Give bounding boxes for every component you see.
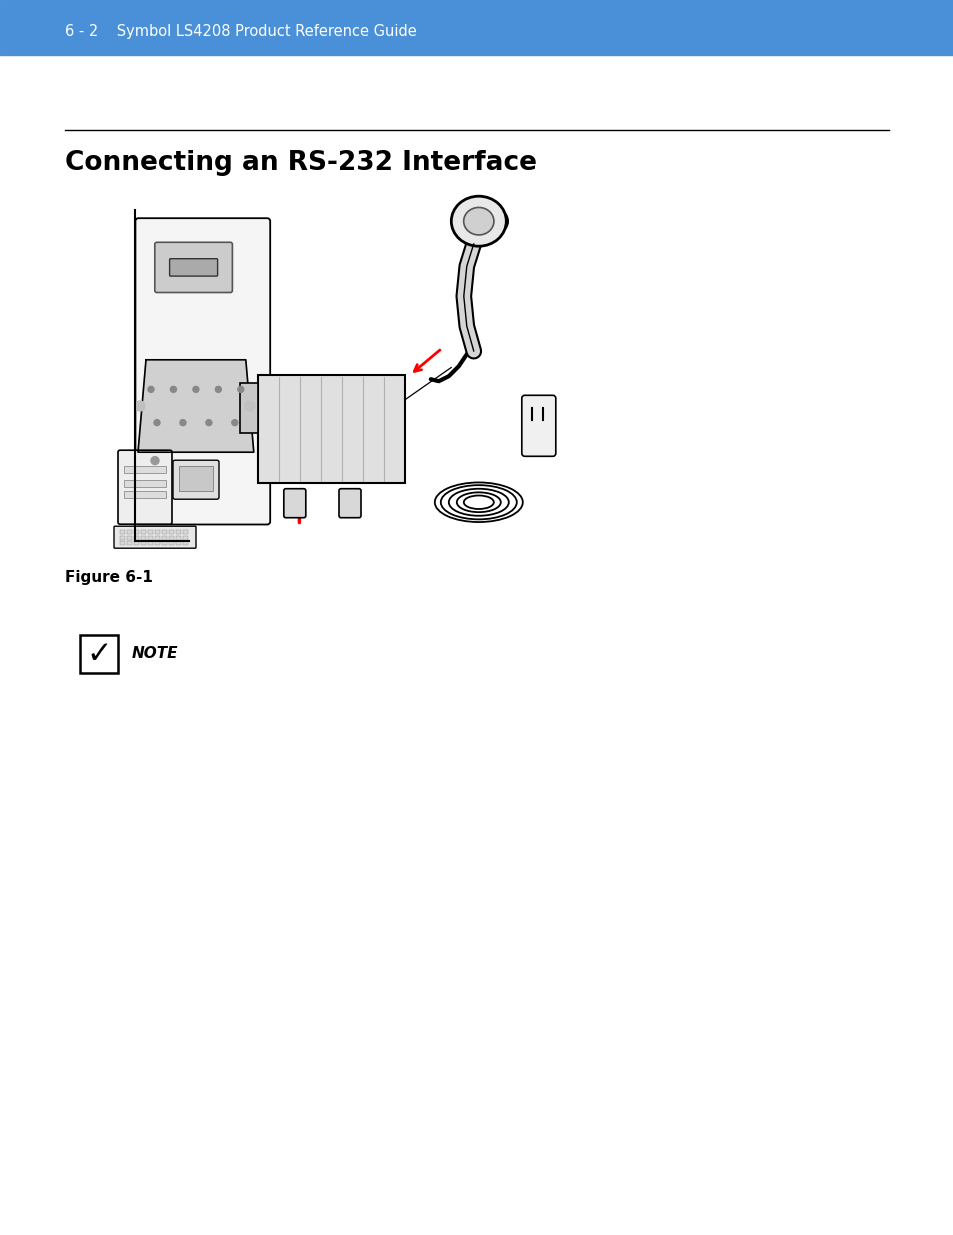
- Bar: [124, 466, 166, 473]
- Circle shape: [171, 387, 176, 393]
- Circle shape: [206, 420, 212, 426]
- Circle shape: [180, 420, 186, 426]
- Text: Connecting an RS-232 Interface: Connecting an RS-232 Interface: [65, 149, 537, 177]
- Bar: [183, 541, 188, 545]
- Bar: [141, 530, 146, 535]
- FancyBboxPatch shape: [283, 489, 306, 517]
- Circle shape: [215, 387, 221, 393]
- Bar: [124, 490, 166, 498]
- Bar: [133, 530, 139, 535]
- Bar: [127, 536, 132, 540]
- Bar: [127, 530, 132, 535]
- Circle shape: [193, 387, 198, 393]
- Ellipse shape: [463, 207, 494, 235]
- Bar: [175, 530, 181, 535]
- FancyBboxPatch shape: [113, 526, 195, 548]
- Bar: [239, 383, 257, 433]
- Bar: [154, 536, 160, 540]
- Bar: [154, 541, 160, 545]
- FancyBboxPatch shape: [135, 219, 270, 525]
- Text: Figure 6-1: Figure 6-1: [65, 571, 152, 585]
- Circle shape: [151, 457, 159, 464]
- Bar: [127, 541, 132, 545]
- FancyBboxPatch shape: [172, 461, 219, 499]
- Bar: [162, 541, 167, 545]
- Text: ✓: ✓: [86, 640, 112, 668]
- Bar: [120, 541, 125, 545]
- Ellipse shape: [491, 211, 507, 231]
- FancyBboxPatch shape: [118, 451, 172, 524]
- Polygon shape: [138, 359, 253, 452]
- Text: NOTE: NOTE: [132, 646, 178, 662]
- Bar: [133, 541, 139, 545]
- Bar: [80, 635, 118, 673]
- Circle shape: [135, 401, 145, 411]
- Bar: [175, 541, 181, 545]
- Bar: [148, 541, 152, 545]
- Bar: [183, 536, 188, 540]
- Bar: [0, 0, 953, 56]
- Bar: [133, 536, 139, 540]
- Circle shape: [148, 387, 153, 393]
- Bar: [148, 536, 152, 540]
- Bar: [169, 530, 173, 535]
- FancyBboxPatch shape: [338, 489, 360, 517]
- Bar: [141, 541, 146, 545]
- Bar: [183, 530, 188, 535]
- Circle shape: [245, 401, 254, 411]
- Bar: [175, 536, 181, 540]
- Text: 6 - 2    Symbol LS4208 Product Reference Guide: 6 - 2 Symbol LS4208 Product Reference Gu…: [65, 25, 416, 40]
- Circle shape: [237, 387, 244, 393]
- Circle shape: [153, 420, 160, 426]
- Bar: [120, 536, 125, 540]
- Bar: [148, 530, 152, 535]
- Bar: [162, 536, 167, 540]
- FancyBboxPatch shape: [521, 395, 556, 456]
- Bar: [141, 536, 146, 540]
- Bar: [162, 530, 167, 535]
- Bar: [169, 536, 173, 540]
- FancyBboxPatch shape: [154, 242, 233, 293]
- Bar: [124, 480, 166, 487]
- Bar: [169, 541, 173, 545]
- Bar: [257, 375, 405, 483]
- Bar: [120, 530, 125, 535]
- Bar: [179, 466, 213, 492]
- FancyBboxPatch shape: [170, 258, 217, 277]
- Ellipse shape: [451, 196, 506, 246]
- Bar: [154, 530, 160, 535]
- Circle shape: [232, 420, 237, 426]
